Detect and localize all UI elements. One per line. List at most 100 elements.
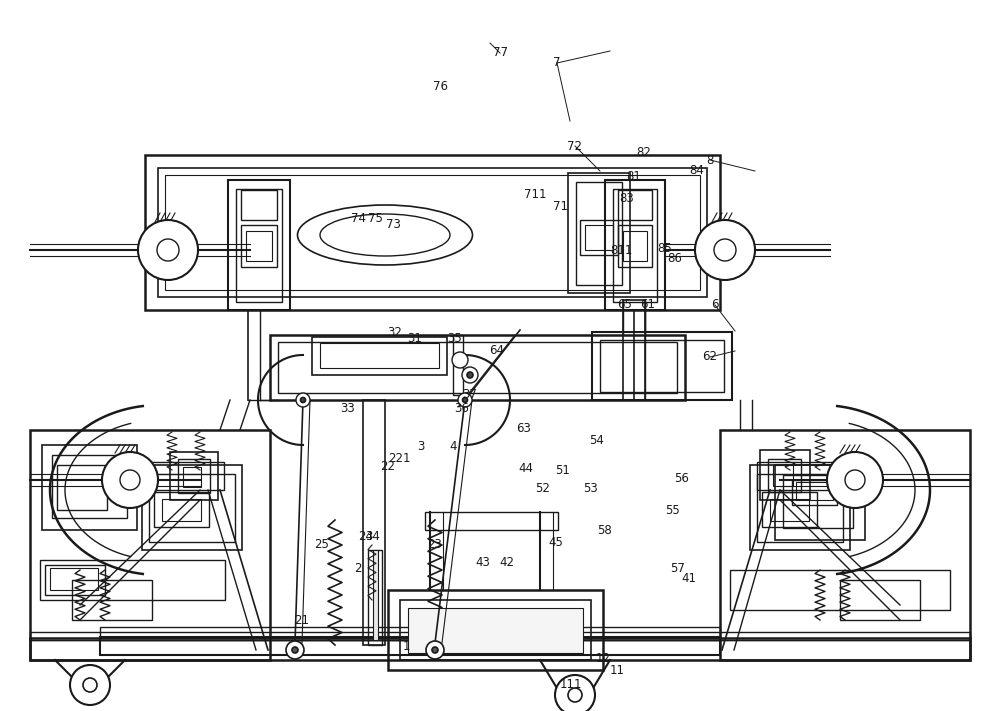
- Text: 74: 74: [351, 213, 366, 225]
- Text: 57: 57: [671, 562, 685, 574]
- Bar: [592, 332, 732, 400]
- Text: 25: 25: [315, 538, 329, 552]
- Circle shape: [138, 220, 198, 280]
- Bar: [228, 180, 290, 310]
- Text: 52: 52: [536, 483, 550, 496]
- Bar: [178, 459, 210, 493]
- Text: 53: 53: [583, 483, 597, 496]
- Text: 51: 51: [556, 464, 570, 478]
- Bar: [236, 189, 282, 302]
- Text: 7: 7: [553, 56, 561, 70]
- Text: 37: 37: [463, 387, 477, 400]
- Text: 58: 58: [597, 525, 611, 538]
- Text: 76: 76: [432, 80, 448, 92]
- Text: 221: 221: [388, 451, 410, 464]
- Bar: [165, 175, 700, 290]
- Bar: [149, 462, 224, 490]
- Bar: [605, 180, 665, 310]
- Circle shape: [296, 393, 310, 407]
- Text: 11: 11: [610, 665, 624, 678]
- Bar: [363, 400, 385, 645]
- Text: 85: 85: [658, 242, 672, 255]
- Bar: [623, 300, 645, 400]
- Bar: [320, 343, 439, 368]
- Text: 73: 73: [386, 218, 400, 232]
- Text: 55: 55: [665, 505, 679, 518]
- Text: 75: 75: [368, 213, 382, 225]
- Bar: [270, 335, 685, 400]
- Text: 22: 22: [380, 459, 396, 473]
- Text: 2: 2: [354, 562, 362, 574]
- Text: 71: 71: [552, 200, 568, 213]
- Bar: [52, 455, 127, 518]
- Text: 33: 33: [341, 402, 355, 415]
- Text: 36: 36: [455, 402, 469, 415]
- Bar: [30, 638, 970, 660]
- Bar: [183, 467, 201, 487]
- Bar: [241, 225, 277, 267]
- Bar: [149, 474, 235, 542]
- Bar: [600, 340, 724, 392]
- Bar: [57, 465, 107, 510]
- Circle shape: [568, 688, 582, 702]
- Bar: [840, 580, 920, 620]
- Text: 6: 6: [711, 299, 719, 311]
- Text: 56: 56: [675, 471, 689, 484]
- Text: 81: 81: [627, 171, 641, 183]
- Bar: [757, 462, 832, 490]
- Text: 45: 45: [549, 537, 563, 550]
- Bar: [618, 190, 652, 220]
- Text: 31: 31: [408, 331, 422, 345]
- Bar: [400, 600, 591, 660]
- Text: 44: 44: [518, 461, 534, 474]
- Bar: [768, 459, 801, 492]
- Bar: [170, 452, 218, 500]
- Circle shape: [157, 239, 179, 261]
- Text: 54: 54: [590, 434, 604, 447]
- Text: 811: 811: [610, 245, 632, 257]
- Bar: [388, 590, 603, 670]
- Bar: [783, 475, 853, 528]
- Circle shape: [462, 367, 478, 383]
- Bar: [580, 220, 618, 255]
- Bar: [576, 182, 622, 285]
- Circle shape: [120, 470, 140, 490]
- Bar: [750, 465, 850, 550]
- Bar: [246, 231, 272, 261]
- Bar: [568, 173, 630, 293]
- Bar: [773, 465, 793, 486]
- Text: 35: 35: [448, 331, 462, 345]
- Bar: [72, 580, 152, 620]
- Circle shape: [102, 452, 158, 508]
- Text: 83: 83: [620, 191, 634, 205]
- Text: 8: 8: [706, 154, 714, 166]
- Text: 64: 64: [490, 343, 505, 356]
- Bar: [100, 627, 720, 640]
- Bar: [50, 568, 98, 590]
- Text: 43: 43: [476, 557, 490, 570]
- Circle shape: [432, 647, 438, 653]
- Bar: [158, 168, 707, 297]
- Circle shape: [714, 239, 736, 261]
- Text: 41: 41: [682, 572, 696, 584]
- Text: 711: 711: [524, 188, 546, 201]
- Text: 4: 4: [449, 439, 457, 452]
- Text: 72: 72: [568, 139, 582, 152]
- Circle shape: [845, 470, 865, 490]
- Bar: [30, 632, 970, 640]
- Text: 84: 84: [690, 164, 704, 178]
- Bar: [775, 465, 865, 540]
- Bar: [30, 430, 270, 660]
- Circle shape: [426, 641, 444, 659]
- Text: 77: 77: [492, 46, 508, 60]
- Bar: [154, 492, 209, 527]
- Bar: [100, 637, 720, 655]
- Bar: [757, 474, 843, 542]
- Bar: [145, 155, 720, 310]
- Text: 12: 12: [596, 653, 610, 665]
- Bar: [40, 560, 225, 600]
- Text: 82: 82: [637, 146, 651, 159]
- Bar: [760, 450, 810, 500]
- Circle shape: [292, 647, 298, 653]
- Circle shape: [83, 678, 97, 692]
